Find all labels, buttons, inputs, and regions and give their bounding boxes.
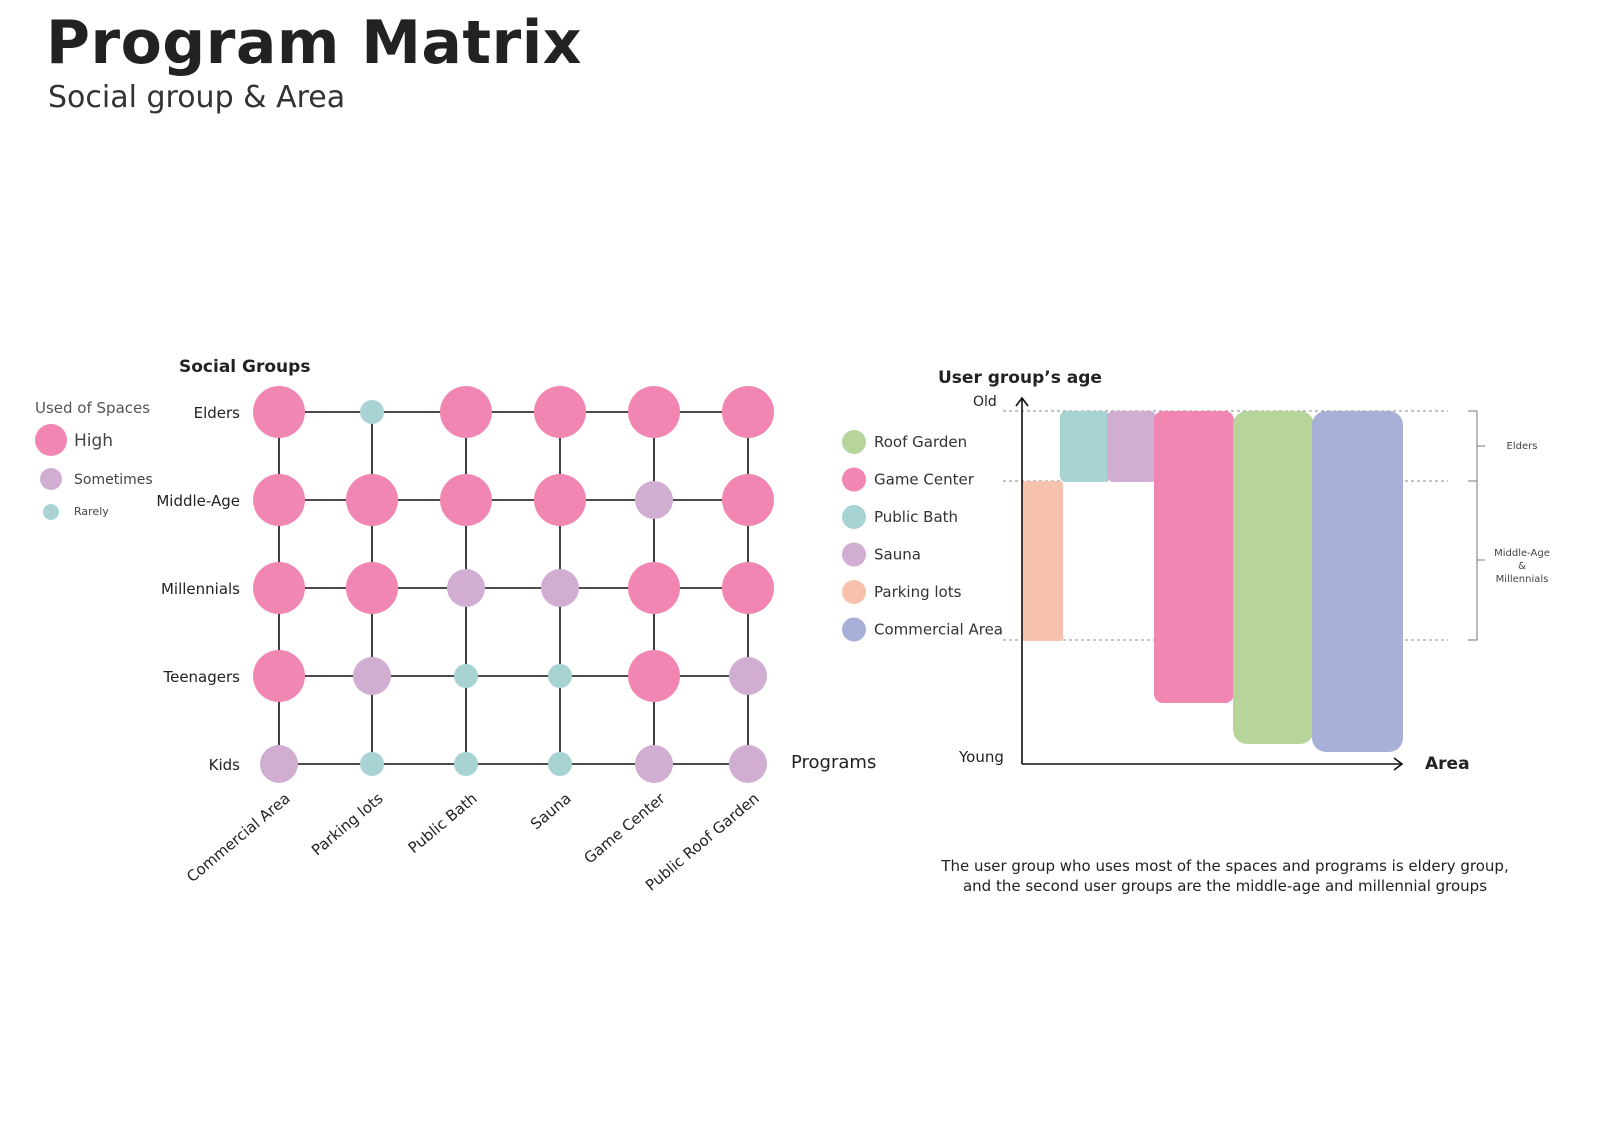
age-chart-title: User group’s age xyxy=(938,368,1102,388)
column-label-game-center: Game Center xyxy=(580,789,669,868)
program-legend: Roof Garden Game Center Public Bath Sauna Pa… xyxy=(842,430,1003,642)
middle-age-bracket-label-line1: Middle-Age xyxy=(1494,548,1550,559)
usage-dot-kids-public-roof-garden-sometimes xyxy=(729,745,767,783)
usage-dot-millennials-game-center-high xyxy=(628,562,680,614)
usage-dot-kids-public-bath-rarely xyxy=(454,752,478,776)
usage-dot-teenagers-public-roof-garden-sometimes xyxy=(729,657,767,695)
legend-label-game-center: Game Center xyxy=(874,471,975,489)
age-area-chart: User group’s age Old Young Area Roof Gar… xyxy=(842,368,1550,774)
usage-dot-elders-game-center-high xyxy=(628,386,680,438)
usage-dot-millennials-public-roof-garden-high xyxy=(722,562,774,614)
usage-dot-middle-age-sauna-high xyxy=(534,474,586,526)
sauna-bar xyxy=(1107,411,1156,482)
usage-dot-elders-public-roof-garden-high xyxy=(722,386,774,438)
legend-sometimes-label: Sometimes xyxy=(74,472,153,488)
usage-dot-kids-parking-lots-rarely xyxy=(360,752,384,776)
page-title: Program Matrix xyxy=(46,8,582,78)
usage-dot-teenagers-parking-lots-sometimes xyxy=(353,657,391,695)
row-label-middle-age: Middle-Age xyxy=(156,492,240,510)
usage-dot-millennials-parking-lots-high xyxy=(346,562,398,614)
legend-high-swatch xyxy=(35,424,67,456)
legend-swatch-game-center xyxy=(842,467,866,492)
elders-bracket-line xyxy=(1468,410,1478,482)
matrix-y-title: Social Groups xyxy=(179,357,310,377)
legend-sometimes-swatch xyxy=(40,468,62,490)
usage-dot-kids-sauna-rarely xyxy=(548,752,572,776)
usage-dot-elders-parking-lots-rarely xyxy=(360,400,384,424)
legend-label-parking-lots: Parking lots xyxy=(874,583,962,601)
age-axis-young-label: Young xyxy=(958,748,1004,766)
usage-dot-elders-sauna-high xyxy=(534,386,586,438)
legend-rarely-swatch xyxy=(43,504,59,520)
row-label-millennials: Millennials xyxy=(161,580,240,598)
legend-rarely-label: Rarely xyxy=(74,505,109,518)
legend-swatch-commercial-area xyxy=(842,617,866,642)
elders-bracket: Elders xyxy=(1468,410,1538,482)
middle-age-bracket-label-line2: & xyxy=(1518,561,1526,572)
caption: The user group who uses most of the spac… xyxy=(900,856,1550,896)
row-label-elders: Elders xyxy=(194,404,241,422)
usage-legend-title: Used of Spaces xyxy=(35,399,150,417)
area-axis-label: Area xyxy=(1425,754,1470,774)
matrix-column-labels: Commercial Area Parking lots Public Bath Sa… xyxy=(183,789,762,895)
caption-line-2: and the second user groups are the middl… xyxy=(962,877,1488,895)
game-center-bar xyxy=(1154,411,1234,703)
usage-dot-teenagers-game-center-high xyxy=(628,650,680,702)
usage-matrix: Social Groups Used of Spaces High Someti… xyxy=(35,357,876,895)
matrix-row-labels: Elders Middle-Age Millennials Teenagers Kids xyxy=(156,404,240,774)
matrix-x-title: Programs xyxy=(791,752,876,773)
usage-dot-teenagers-sauna-rarely xyxy=(548,664,572,688)
usage-dot-middle-age-game-center-sometimes xyxy=(635,481,673,519)
legend-swatch-public-bath xyxy=(842,505,866,529)
legend-label-commercial-area: Commercial Area xyxy=(874,621,1003,639)
usage-dot-teenagers-commercial-area-high xyxy=(253,650,305,702)
column-label-commercial-area: Commercial Area xyxy=(183,789,293,886)
legend-swatch-roof-garden xyxy=(842,430,866,454)
usage-dot-elders-commercial-area-high xyxy=(253,386,305,438)
middle-age-bracket-line xyxy=(1468,480,1478,641)
roof-garden-bar xyxy=(1233,411,1314,744)
elders-bracket-label: Elders xyxy=(1507,441,1538,452)
usage-dot-middle-age-parking-lots-high xyxy=(346,474,398,526)
usage-dot-middle-age-public-roof-garden-high xyxy=(722,474,774,526)
row-label-kids: Kids xyxy=(209,756,241,774)
commercial-area-bar xyxy=(1312,411,1403,752)
age-axis-old-label: Old xyxy=(973,394,997,410)
row-label-teenagers: Teenagers xyxy=(162,668,240,686)
column-label-sauna: Sauna xyxy=(527,789,575,833)
area-axis-arrowhead xyxy=(1393,757,1404,771)
legend-swatch-sauna xyxy=(842,542,866,567)
column-label-parking-lots: Parking lots xyxy=(308,789,387,859)
middle-age-millennials-bracket: Middle-Age & Millennials xyxy=(1468,480,1550,641)
page-subtitle: Social group & Area xyxy=(48,80,346,115)
caption-line-1: The user group who uses most of the spac… xyxy=(941,857,1509,875)
usage-dot-teenagers-public-bath-rarely xyxy=(454,664,478,688)
usage-dot-millennials-sauna-sometimes xyxy=(541,569,579,607)
usage-dot-millennials-public-bath-sometimes xyxy=(447,569,485,607)
usage-dot-kids-commercial-area-sometimes xyxy=(260,745,298,783)
legend-label-roof-garden: Roof Garden xyxy=(874,433,967,451)
legend-swatch-parking-lots xyxy=(842,580,866,604)
usage-dot-middle-age-public-bath-high xyxy=(440,474,492,526)
middle-age-bracket-label-line3: Millennials xyxy=(1496,574,1549,585)
public-bath-bar xyxy=(1060,411,1109,482)
usage-dot-elders-public-bath-high xyxy=(440,386,492,438)
matrix-dots xyxy=(253,386,774,783)
column-label-public-bath: Public Bath xyxy=(405,789,481,857)
usage-dot-middle-age-commercial-area-high xyxy=(253,474,305,526)
parking-lots-bar xyxy=(1022,481,1063,641)
legend-label-public-bath: Public Bath xyxy=(874,508,958,526)
usage-dot-kids-game-center-sometimes xyxy=(635,745,673,783)
usage-legend: Used of Spaces High Sometimes Rarely xyxy=(35,399,153,520)
legend-high-label: High xyxy=(74,431,113,451)
usage-dot-millennials-commercial-area-high xyxy=(253,562,305,614)
age-axis-arrowhead xyxy=(1015,396,1029,407)
legend-label-sauna: Sauna xyxy=(874,546,921,564)
